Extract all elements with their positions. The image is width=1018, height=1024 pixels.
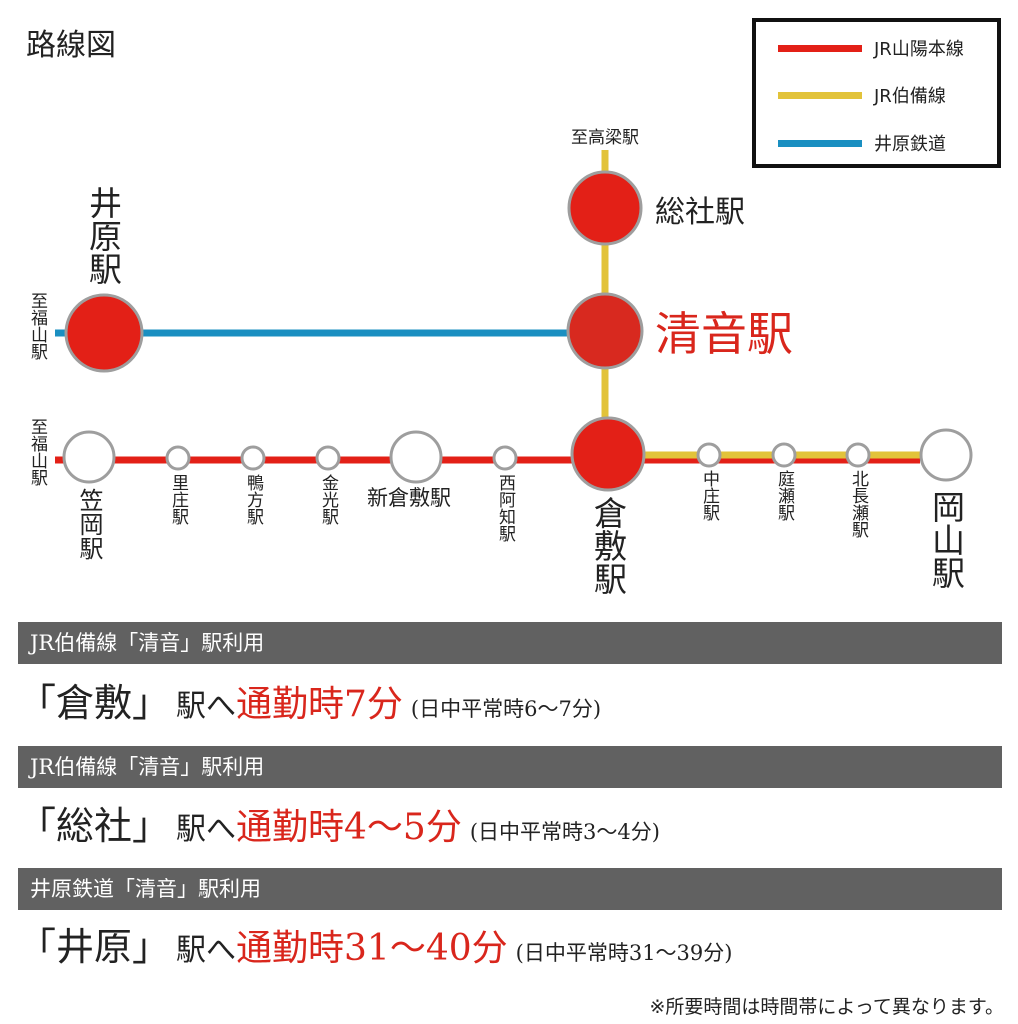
niwase-station-label: 庭瀬駅	[774, 470, 795, 521]
route-1-time: 通勤時7分	[236, 684, 403, 725]
route-2-note: (日中平常時3〜4分)	[469, 820, 660, 844]
ibara-station-label: 井原駅	[84, 186, 123, 285]
kitanagase-station-marker	[845, 442, 871, 468]
shinkurashiki-station-marker	[389, 430, 443, 484]
route-3-station: 「井原」	[18, 925, 171, 969]
nishiachi-station-label: 西阿知駅	[495, 474, 516, 542]
route-header-1: JR伯備線「清音」駅利用	[18, 622, 1002, 664]
kasaoka-station-label: 笠岡駅	[75, 488, 103, 560]
route-3-time: 通勤時31〜40分	[236, 928, 508, 969]
route-1-to: 駅へ	[176, 689, 237, 724]
page-title: 路線図	[26, 28, 116, 63]
nakasho-station-label: 中庄駅	[699, 470, 720, 521]
legend-item-sanyo: JR山陽本線	[778, 33, 964, 63]
route-3-note: (日中平常時31〜39分)	[515, 941, 733, 965]
konko-station-label: 金光駅	[318, 474, 339, 525]
legend-swatch-hakubi	[778, 91, 862, 99]
route-header-3: 井原鉄道「清音」駅利用	[18, 868, 1002, 910]
route-header-2: JR伯備線「清音」駅利用	[18, 746, 1002, 788]
route-info-3: 「井原」 駅へ 通勤時31〜40分 (日中平常時31〜39分)	[18, 916, 732, 976]
route-map: 至高梁駅 総社駅 清音駅 新倉敷駅 井原駅 至福山駅 至福山駅 笠岡駅 里庄駅 …	[27, 128, 973, 595]
kitanagase-station-label: 北長瀬駅	[848, 470, 869, 538]
ibara-station-marker	[64, 293, 144, 373]
footnote: ※所要時間は時間帯によって異なります。	[649, 996, 1004, 1018]
takahashi-direction-label: 至高梁駅	[571, 128, 639, 148]
route-2-station: 「総社」	[18, 804, 171, 848]
legend: JR山陽本線 JR伯備線 井原鉄道	[752, 18, 1001, 168]
route-3-to: 駅へ	[176, 933, 237, 968]
shinkurashiki-station-label: 新倉敷駅	[367, 486, 451, 510]
kamogata-station-marker	[240, 445, 266, 471]
legend-swatch-ibara	[778, 139, 862, 147]
fukuyama-direction-label-ibara: 至福山駅	[27, 292, 48, 360]
kiyone-station-marker	[566, 292, 644, 370]
nakasho-station-marker	[696, 442, 722, 468]
route-1-note: (日中平常時6〜7分)	[410, 697, 602, 721]
route-info-2: 「総社」 駅へ 通勤時4〜5分 (日中平常時3〜4分)	[18, 795, 660, 855]
kiyone-station-label: 清音駅	[655, 307, 793, 361]
okayama-station-marker	[919, 428, 973, 482]
satosho-station-marker	[165, 445, 191, 471]
legend-swatch-sanyo	[778, 44, 862, 52]
legend-label-ibara: 井原鉄道	[874, 134, 946, 155]
kurashiki-station-label: 倉敷駅	[589, 496, 628, 595]
konko-station-marker	[315, 445, 341, 471]
legend-item-ibara: 井原鉄道	[778, 128, 946, 158]
kurashiki-station-marker	[570, 416, 646, 492]
okayama-station-label: 岡山駅	[927, 490, 966, 589]
route-2-time: 通勤時4〜5分	[236, 807, 462, 848]
soja-station-label: 総社駅	[655, 195, 745, 230]
route-2-to: 駅へ	[176, 812, 237, 847]
nishiachi-station-marker	[492, 445, 518, 471]
fukuyama-direction-label-sanyo: 至福山駅	[27, 418, 48, 486]
legend-label-sanyo: JR山陽本線	[874, 39, 964, 60]
legend-item-hakubi: JR伯備線	[778, 80, 946, 110]
route-1-station: 「倉敷」	[18, 681, 171, 725]
kasaoka-station-marker	[62, 430, 116, 484]
soja-station-marker	[567, 170, 643, 246]
route-info-1: 「倉敷」 駅へ 通勤時7分 (日中平常時6〜7分)	[18, 672, 601, 732]
niwase-station-marker	[771, 442, 797, 468]
legend-label-hakubi: JR伯備線	[874, 86, 946, 107]
satosho-station-label: 里庄駅	[168, 474, 189, 525]
kamogata-station-label: 鴨方駅	[243, 474, 264, 525]
